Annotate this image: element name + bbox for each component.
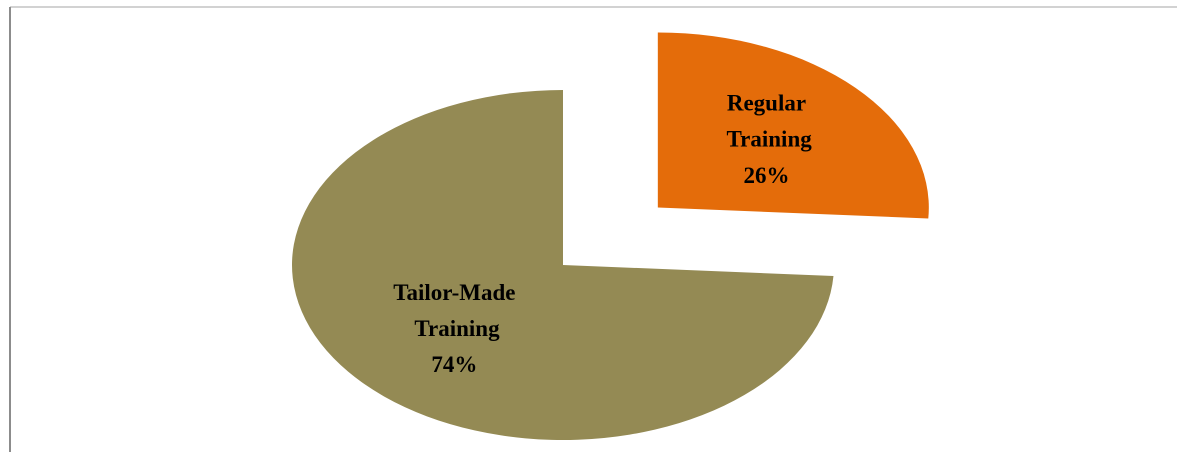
value-label: 74%	[431, 352, 477, 377]
slice-label: Tailor-Made Training	[393, 280, 515, 341]
pie-slice	[657, 32, 929, 219]
slice-label: Regular Training	[721, 91, 812, 152]
pie-slice	[291, 90, 834, 441]
value-label: 26%	[743, 163, 789, 188]
